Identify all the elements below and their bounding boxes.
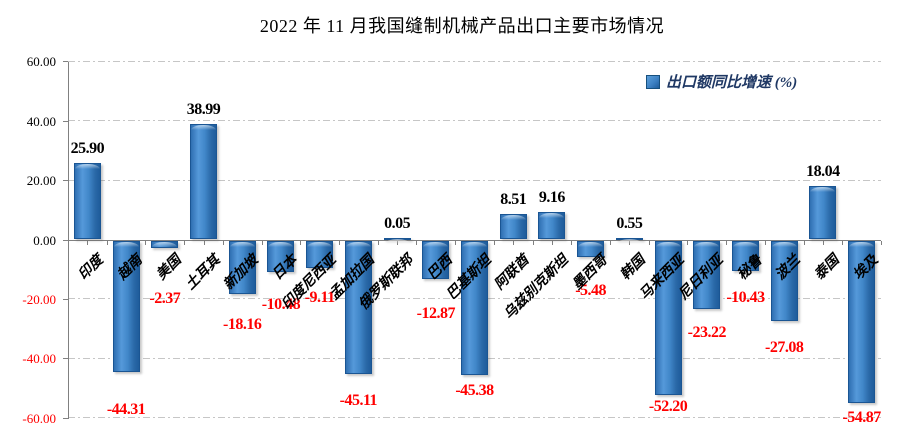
bar <box>538 212 566 240</box>
y-tick-label: 0.00 <box>33 232 56 248</box>
x-axis-tick <box>203 240 205 245</box>
bar <box>344 240 372 375</box>
bar-value-label: -52.20 <box>648 398 688 416</box>
x-axis-tick <box>222 240 224 245</box>
bar <box>615 237 643 244</box>
gridline <box>68 417 881 419</box>
y-tick-label: 60.00 <box>26 54 56 70</box>
x-axis-tick <box>87 240 89 245</box>
bar-value-label: -12.87 <box>416 304 456 322</box>
bar <box>73 162 101 240</box>
legend: 出口额同比增速 (%) <box>646 71 797 92</box>
bar <box>383 237 411 244</box>
y-axis-tick <box>63 358 68 360</box>
x-axis-tick <box>339 240 340 245</box>
bar-value-label: -2.37 <box>149 289 181 307</box>
bar-value-label: -44.31 <box>106 400 146 418</box>
bar <box>809 185 837 240</box>
x-axis-tick <box>261 240 263 245</box>
bar-value-label: 0.05 <box>384 214 411 232</box>
bar-value-label: 38.99 <box>186 100 221 118</box>
gridline <box>68 120 881 122</box>
x-axis-tick <box>687 240 689 245</box>
bar <box>151 240 179 248</box>
bar <box>499 214 527 240</box>
bar-value-label: 8.51 <box>500 191 527 209</box>
y-tick-label: 20.00 <box>26 173 56 189</box>
x-axis-tick <box>416 240 418 245</box>
x-axis-tick <box>493 240 495 245</box>
y-axis-tick <box>63 180 68 182</box>
bar <box>848 240 876 404</box>
bar-value-label: 25.90 <box>70 139 105 157</box>
x-axis-tick <box>551 240 553 245</box>
x-axis-tick <box>532 240 534 245</box>
bar-value-label: -27.08 <box>765 338 804 356</box>
x-axis-tick <box>881 240 882 245</box>
bar-value-label: 18.04 <box>806 162 840 180</box>
bar-value-label: -5.48 <box>575 281 607 299</box>
y-tick-label: -20.00 <box>22 291 56 307</box>
bar <box>112 240 140 372</box>
y-axis-tick <box>63 61 68 63</box>
legend-marker-icon <box>646 74 660 89</box>
x-axis-line <box>68 239 881 241</box>
bar-value-label: -9.11 <box>304 288 335 306</box>
bar-value-label: -45.38 <box>455 382 494 400</box>
bar <box>577 240 605 257</box>
bar-value-label: -18.16 <box>223 316 262 334</box>
bar <box>461 240 488 376</box>
bar-value-label: -10.48 <box>261 295 301 313</box>
y-axis-tick <box>63 120 68 122</box>
chart-title: 2022 年 11 月我国缝制机械产品出口主要市场情况 <box>259 16 665 36</box>
y-axis-tick <box>63 298 68 300</box>
x-axis-tick <box>842 240 844 245</box>
x-axis-tick <box>726 240 728 245</box>
bar <box>732 240 759 272</box>
bar <box>422 240 450 279</box>
bar-value-label: -10.43 <box>726 289 765 307</box>
y-axis-tick <box>63 239 68 241</box>
y-tick-label: -60.00 <box>22 410 56 426</box>
x-axis-tick <box>145 240 147 245</box>
bar-value-label: -45.11 <box>339 392 378 410</box>
bar <box>654 240 682 396</box>
bar-value-label: 9.16 <box>538 189 566 207</box>
x-axis-tick <box>300 240 302 245</box>
x-axis-tick <box>455 240 457 245</box>
x-axis-tick <box>610 240 611 245</box>
gridline <box>68 60 881 62</box>
x-axis-tick <box>377 240 379 245</box>
x-axis-tick <box>513 240 515 245</box>
x-axis-tick <box>106 240 108 245</box>
gridline <box>68 179 881 181</box>
bar <box>693 240 721 310</box>
x-axis-tick <box>648 240 650 245</box>
y-tick-label: -40.00 <box>22 351 56 367</box>
x-axis-tick <box>571 240 573 245</box>
x-axis-tick <box>184 240 186 245</box>
bar-value-label: -54.87 <box>842 409 881 427</box>
bar <box>228 240 256 295</box>
bar <box>770 240 798 321</box>
bar <box>190 123 217 240</box>
y-tick-label: 40.00 <box>26 113 56 129</box>
y-axis-tick <box>63 417 68 419</box>
x-axis-tick <box>822 240 824 245</box>
bar <box>306 240 334 268</box>
x-axis-tick <box>764 240 766 245</box>
bar-value-label: 0.55 <box>616 214 643 232</box>
x-axis-tick <box>803 240 805 245</box>
x-axis-tick <box>68 240 69 245</box>
legend-label: 出口额同比增速 (%) <box>666 75 798 91</box>
bar-value-label: -23.22 <box>687 324 727 342</box>
bar <box>267 240 295 272</box>
